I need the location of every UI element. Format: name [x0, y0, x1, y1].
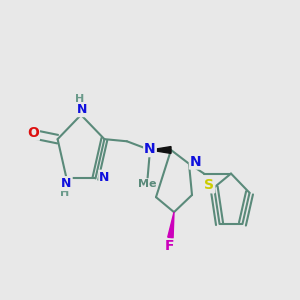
Text: N: N	[99, 171, 110, 184]
Text: H: H	[75, 94, 84, 103]
Polygon shape	[168, 212, 174, 239]
Text: Me: Me	[138, 179, 156, 189]
Text: O: O	[27, 126, 39, 140]
Text: N: N	[61, 177, 72, 190]
Polygon shape	[150, 147, 171, 153]
Text: F: F	[165, 239, 174, 254]
Text: N: N	[77, 103, 87, 116]
Text: N: N	[190, 154, 201, 169]
Text: H: H	[60, 188, 70, 198]
Text: N: N	[144, 142, 156, 156]
Text: S: S	[204, 178, 214, 192]
